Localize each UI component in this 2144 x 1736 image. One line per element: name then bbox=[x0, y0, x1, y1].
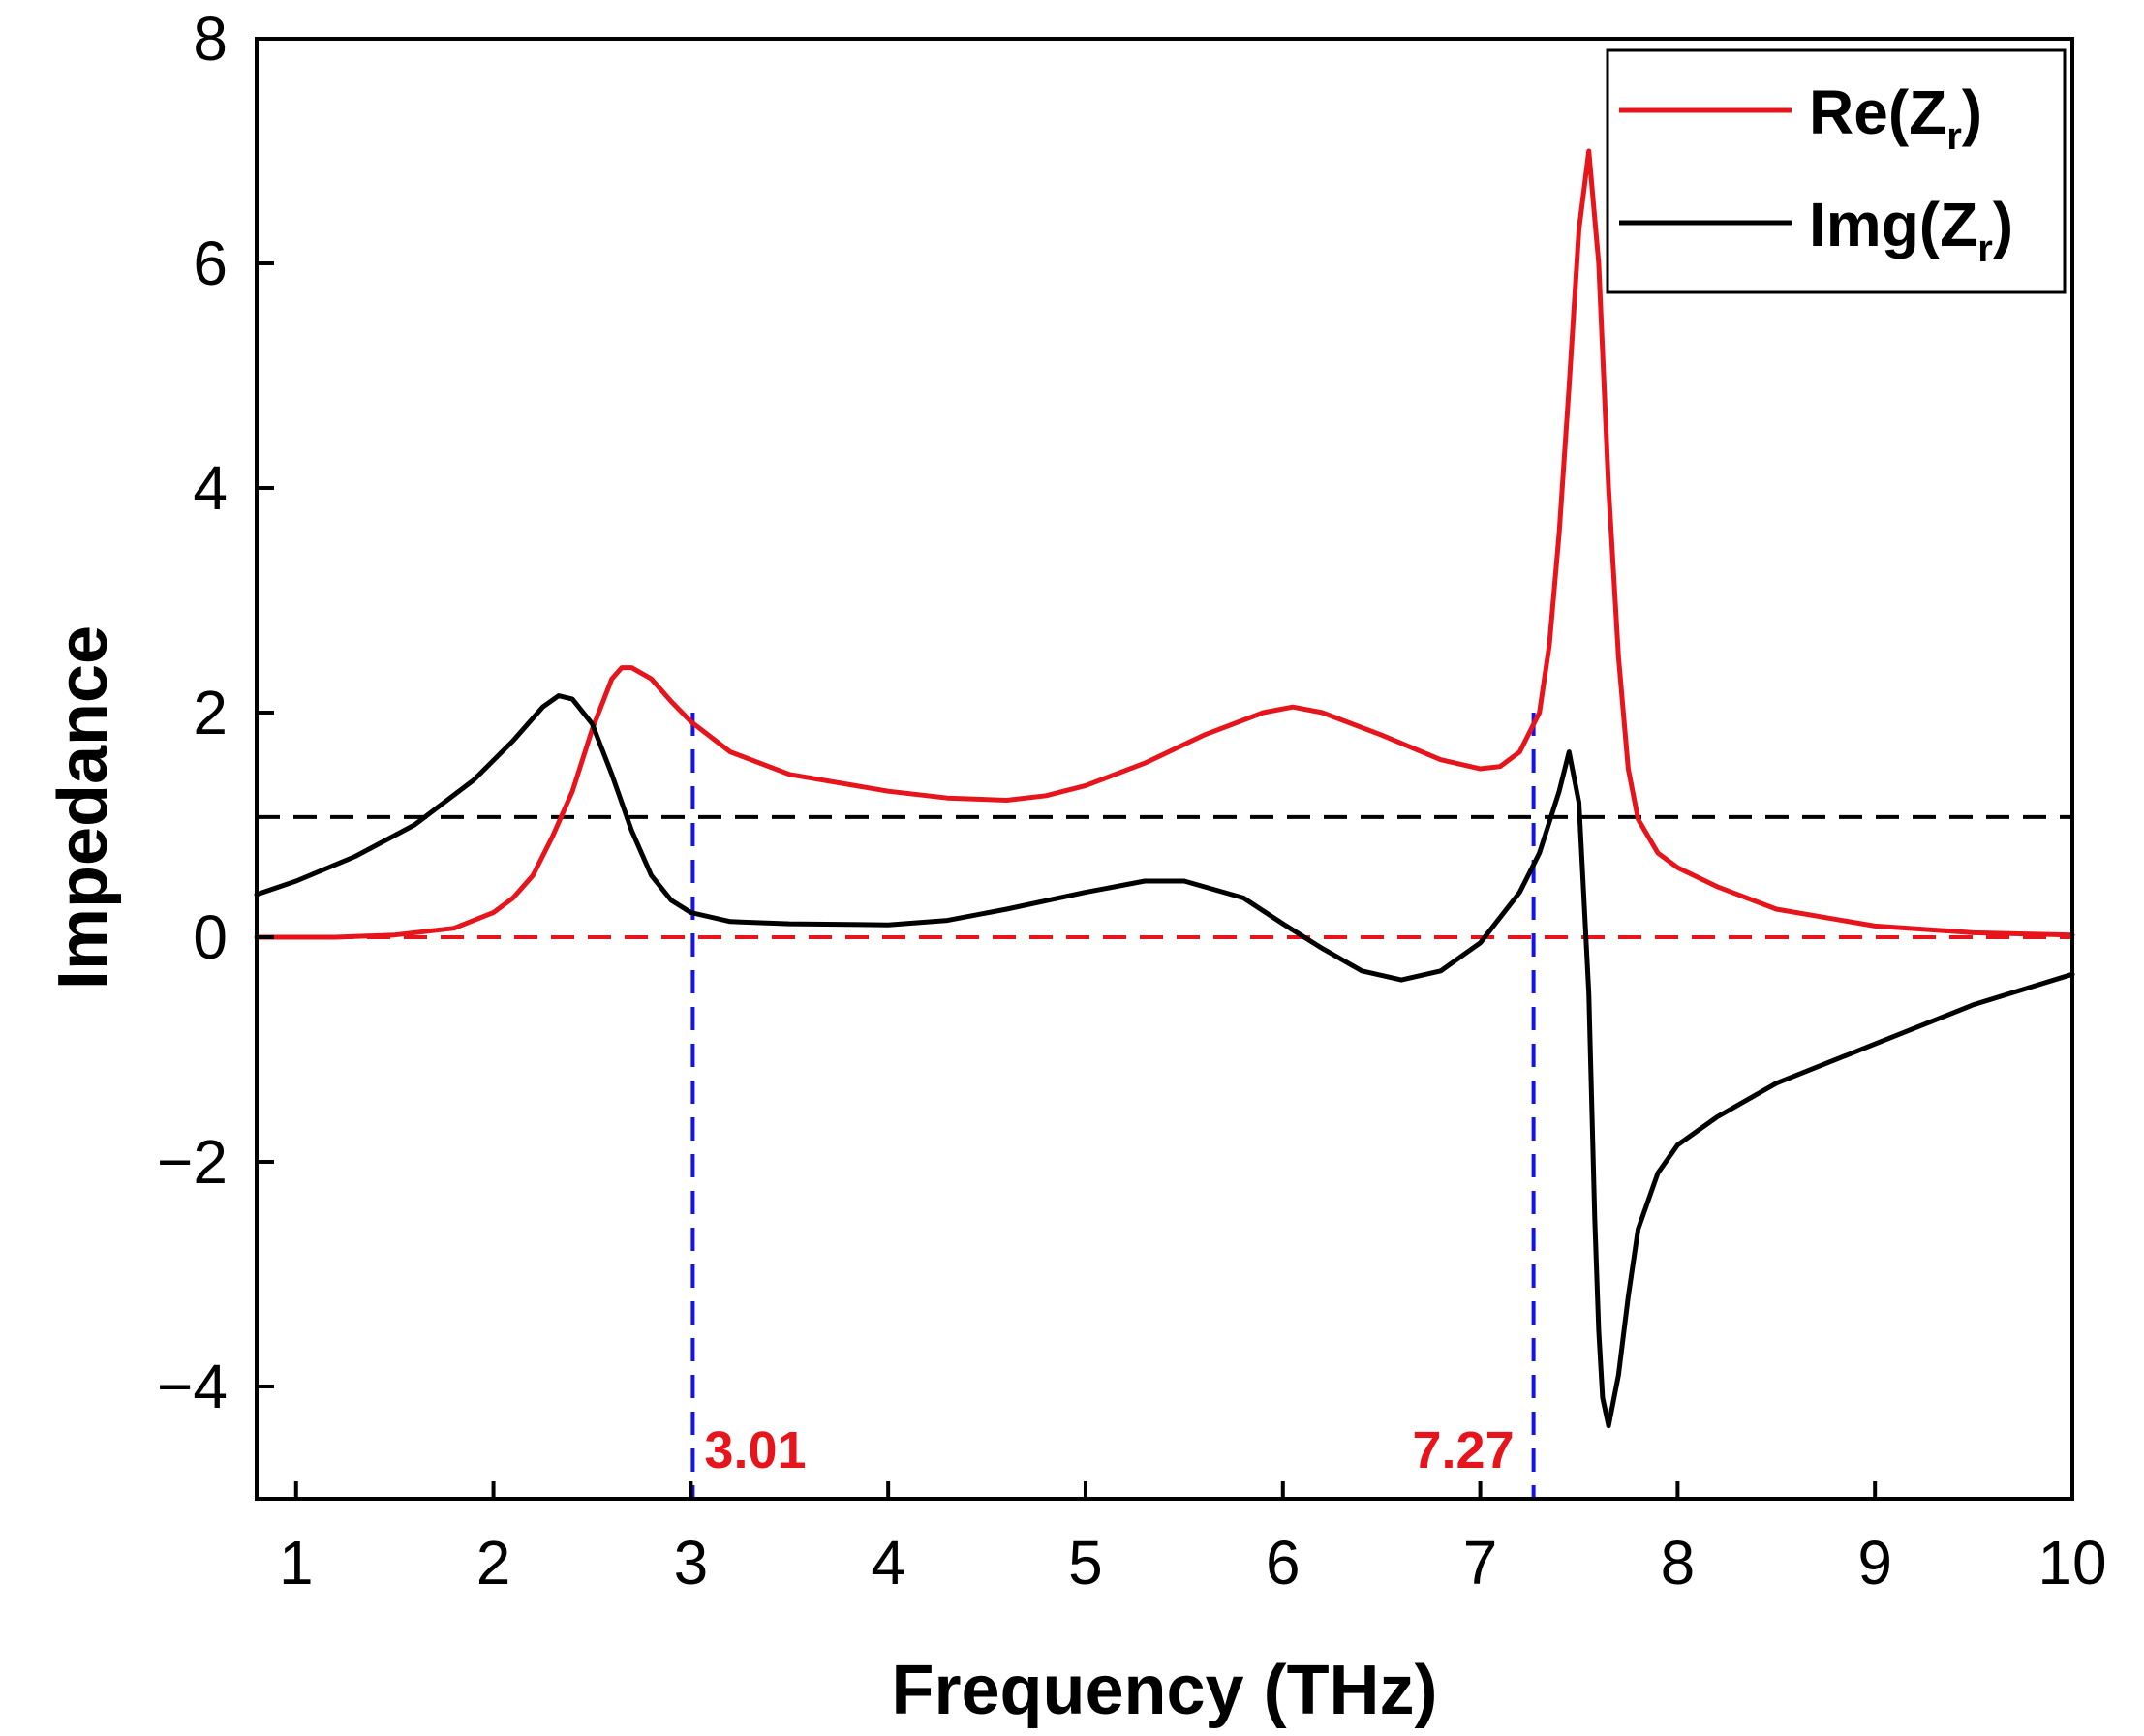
plot-area: 3.01 7.27 bbox=[254, 148, 2075, 1499]
x-tick-label-10: 10 bbox=[2037, 1528, 2106, 1598]
x-tick-label-8: 8 bbox=[1661, 1528, 1696, 1598]
y-tick-label--2: −2 bbox=[157, 1127, 228, 1197]
axis-ticks: 1 2 3 4 5 6 7 8 9 10 −4 −2 0 2 4 6 8 bbox=[157, 4, 2107, 1598]
marker-label-7-27: 7.27 bbox=[1413, 1421, 1515, 1479]
y-tick-label-0: 0 bbox=[193, 902, 228, 972]
series-line-img-zr bbox=[254, 693, 2075, 1429]
y-tick-label-6: 6 bbox=[193, 228, 228, 298]
x-tick-label-3: 3 bbox=[674, 1528, 709, 1598]
x-tick-label-9: 9 bbox=[1857, 1528, 1892, 1598]
x-tick-label-5: 5 bbox=[1068, 1528, 1103, 1598]
x-tick-label-4: 4 bbox=[871, 1528, 905, 1598]
y-tick-label-2: 2 bbox=[193, 678, 228, 747]
x-tick-label-7: 7 bbox=[1463, 1528, 1498, 1598]
legend-label-2: Img(Zr) bbox=[1809, 190, 2013, 270]
x-tick-label-2: 2 bbox=[476, 1528, 511, 1598]
legend-label-1: Re(Zr) bbox=[1809, 77, 1982, 158]
y-tick-label--4: −4 bbox=[157, 1352, 228, 1421]
series-line-re-zr bbox=[254, 148, 2075, 940]
marker-label-3-01: 3.01 bbox=[704, 1421, 806, 1479]
legend-box bbox=[1606, 48, 2067, 294]
plot-frame bbox=[255, 37, 2074, 1501]
x-tick-label-6: 6 bbox=[1266, 1528, 1301, 1598]
y-tick-label-4: 4 bbox=[193, 453, 228, 523]
y-axis-title: Impedance bbox=[45, 625, 122, 990]
y-tick-label-8: 8 bbox=[193, 4, 228, 74]
x-axis-title: Frequency (THz) bbox=[891, 1652, 1437, 1729]
x-tick-label-1: 1 bbox=[279, 1528, 314, 1598]
legend: Re(Zr) Img(Zr) bbox=[1606, 48, 2067, 294]
